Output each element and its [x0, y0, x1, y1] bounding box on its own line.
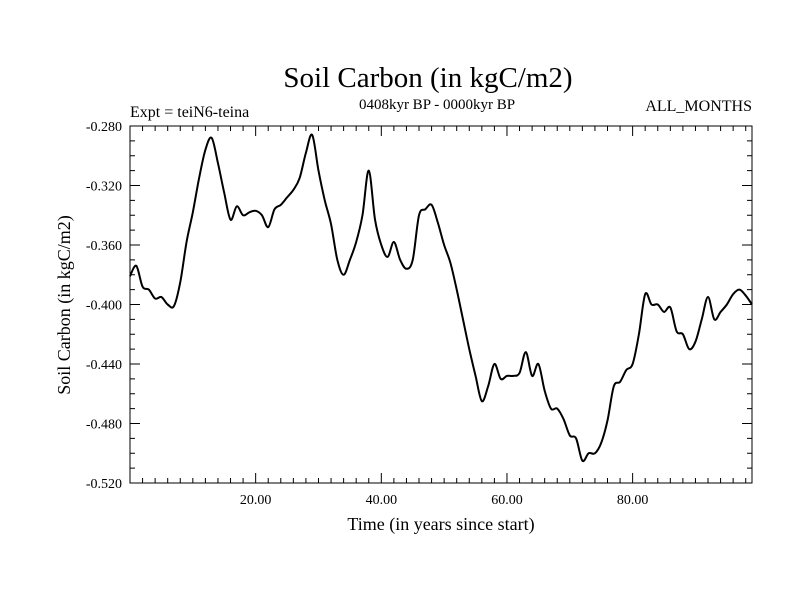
chart-subtitle: 0408kyr BP - 0000kyr BP [359, 97, 515, 113]
experiment-label: Expt = teiN6-teina [130, 104, 249, 121]
y-tick-label: -0.400 [86, 299, 122, 314]
chart-title: Soil Carbon (in kgC/m2) [283, 62, 572, 94]
y-tick-label: -0.280 [86, 120, 122, 135]
x-tick-label: 80.00 [617, 493, 649, 508]
y-tick-label: -0.440 [86, 358, 122, 373]
x-tick-label: 40.00 [366, 493, 398, 508]
y-tick-label: -0.520 [86, 477, 122, 492]
x-tick-label: 60.00 [491, 493, 523, 508]
y-tick-label: -0.320 [86, 180, 122, 195]
y-tick-label: -0.480 [86, 418, 122, 433]
tick-labels: 20.00 40.00 60.00 80.00 -0.280 -0.320 -0.360 -0… [86, 120, 649, 508]
y-axis-label: Soil Carbon (in kgC/m2) [54, 215, 75, 395]
y-tick-label: -0.360 [86, 239, 122, 254]
series-line [129, 133, 753, 463]
plot-frame [129, 125, 753, 484]
x-tick-label: 20.00 [240, 493, 272, 508]
x-axis-label: Time (in years since start) [347, 514, 534, 535]
months-label: ALL_MONTHS [645, 98, 752, 115]
